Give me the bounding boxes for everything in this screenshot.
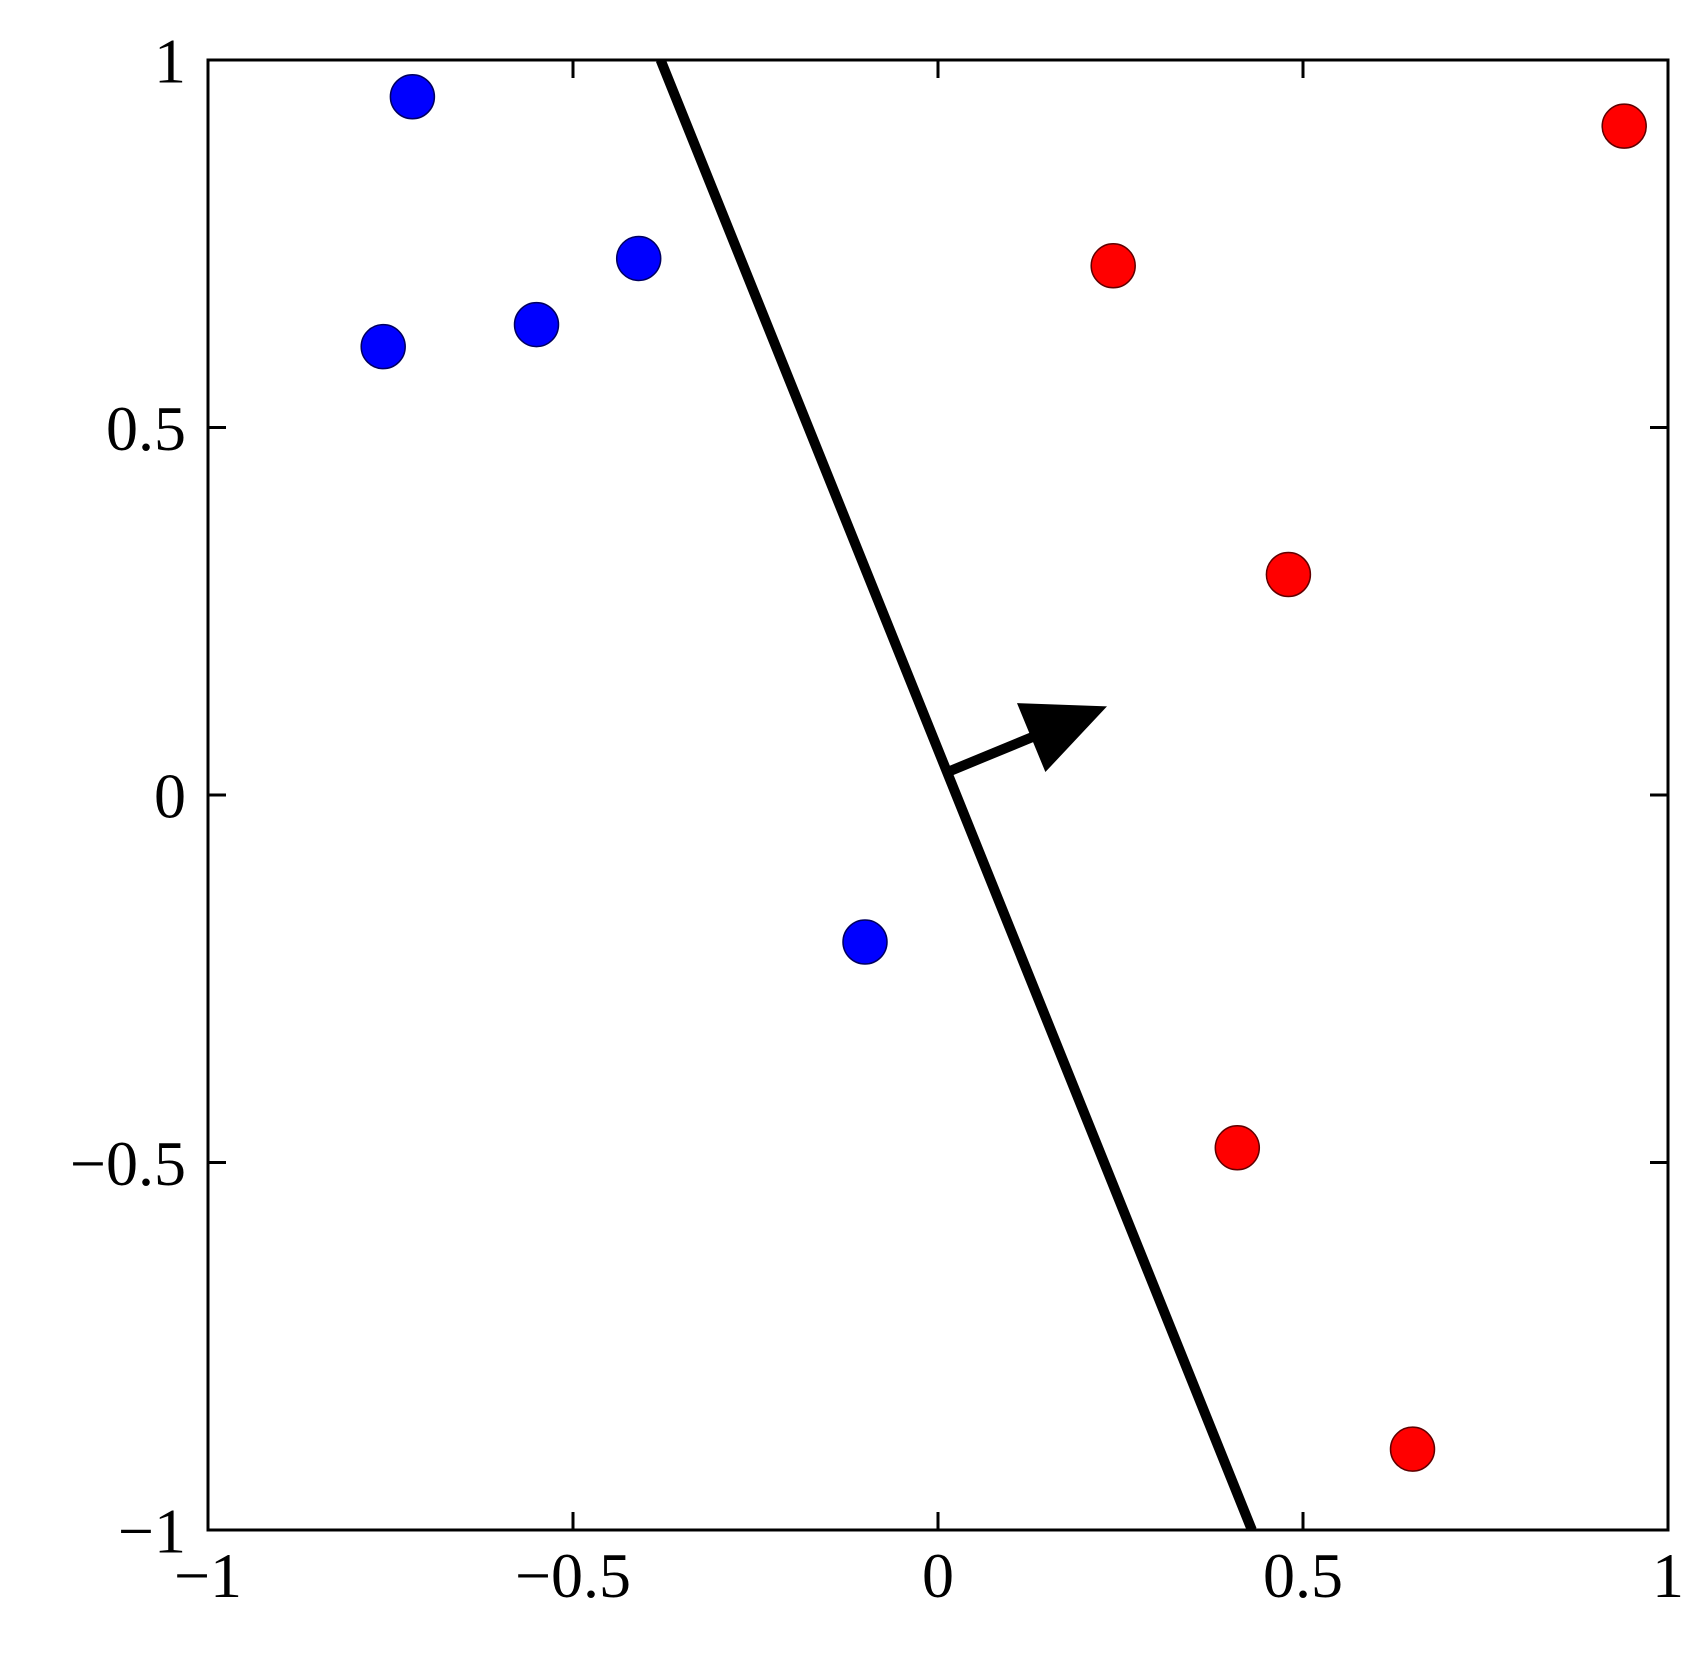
point-red-0: [1091, 244, 1135, 288]
point-red-4: [1391, 1427, 1435, 1471]
scatter-chart: −1−0.500.51−1−0.500.51: [0, 0, 1708, 1675]
point-red-1: [1602, 104, 1646, 148]
y-tick-label-3: 0.5: [106, 393, 186, 464]
x-tick-label-2: 0: [922, 1540, 954, 1611]
point-red-3: [1215, 1126, 1259, 1170]
point-blue-4: [843, 920, 887, 964]
point-blue-0: [390, 75, 434, 119]
chart-svg: −1−0.500.51−1−0.500.51: [0, 0, 1708, 1675]
point-red-2: [1266, 553, 1310, 597]
chart-background: [0, 0, 1708, 1675]
y-tick-label-2: 0: [154, 760, 186, 831]
x-tick-label-1: −0.5: [515, 1540, 631, 1611]
point-blue-3: [617, 236, 661, 280]
point-blue-1: [361, 325, 405, 369]
y-tick-label-0: −1: [118, 1495, 186, 1566]
point-blue-2: [515, 303, 559, 347]
y-tick-label-4: 1: [154, 25, 186, 96]
x-tick-label-4: 1: [1652, 1540, 1684, 1611]
x-tick-label-3: 0.5: [1263, 1540, 1343, 1611]
y-tick-label-1: −0.5: [70, 1128, 186, 1199]
